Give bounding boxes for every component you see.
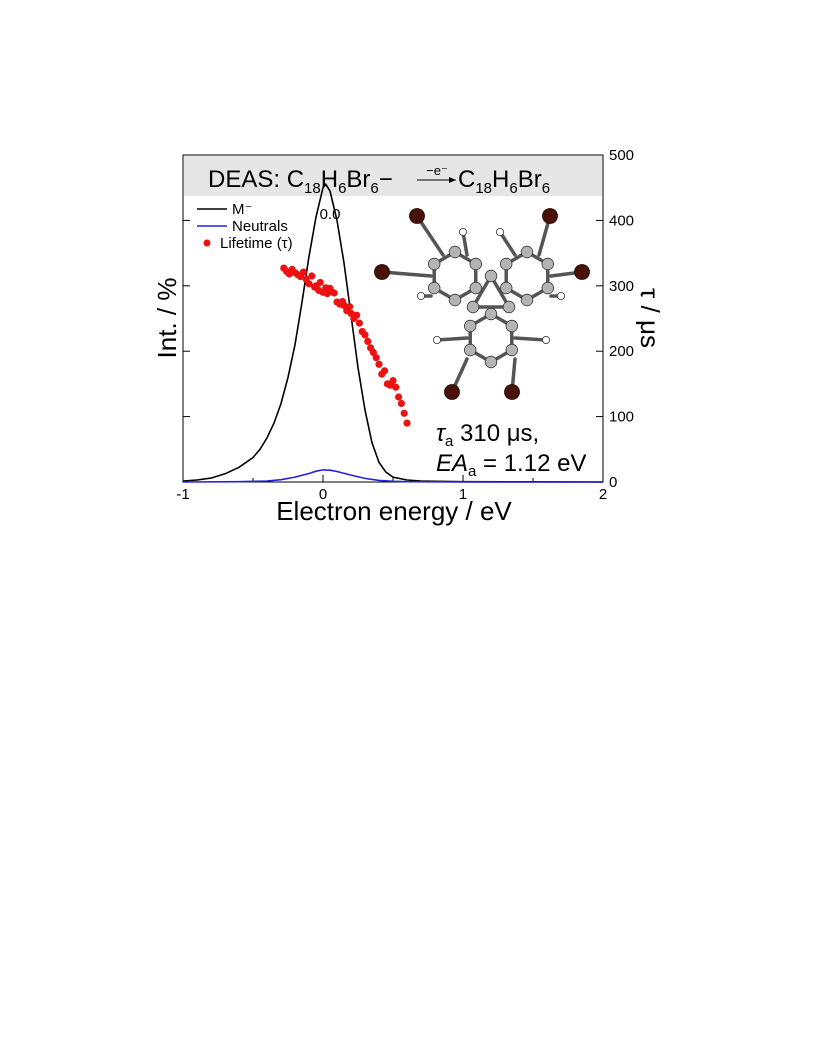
carbon-atom <box>469 257 482 271</box>
carbon-atom <box>500 257 513 271</box>
bromine-atom <box>504 384 520 400</box>
carbon-atom <box>464 319 477 333</box>
title-banner <box>184 156 602 196</box>
lifetime-point <box>355 319 363 327</box>
ea-annotation: EAa = 1.12 eV <box>436 450 586 480</box>
carbon-atom <box>428 257 441 271</box>
y-right-tick-label-4: 400 <box>609 212 634 229</box>
lifetime-point <box>346 303 354 311</box>
series-line-neutrals <box>182 469 603 483</box>
lifetime-point <box>361 331 369 339</box>
chart-title-product: C18H6Br6 <box>458 166 550 197</box>
lifetime-point <box>392 383 400 391</box>
carbon-atom <box>520 245 534 259</box>
x-tick-label-1: 0 <box>319 486 327 503</box>
tau-annotation: τa 310 μs, <box>436 420 539 450</box>
lifetime-point <box>330 289 338 297</box>
hydrogen-atom <box>432 335 441 344</box>
carbon-atom <box>484 355 498 369</box>
carbon-atom <box>500 281 513 295</box>
carbon-atom <box>541 257 554 271</box>
lifetime-point <box>375 360 383 368</box>
reaction-arrowhead <box>449 177 456 183</box>
carbon-atom <box>505 319 518 333</box>
x-tick-label-3: 2 <box>599 486 607 503</box>
molecule-bond <box>380 270 433 278</box>
plot-frame <box>182 154 604 483</box>
hydrogen-atom <box>557 291 566 300</box>
carbon-atom <box>520 293 534 307</box>
lifetime-point <box>364 337 372 345</box>
carbon-atom <box>448 245 462 259</box>
lifetime-point <box>395 393 403 401</box>
hydrogen-atom <box>458 227 467 236</box>
carbon-atom <box>448 293 462 307</box>
carbon-atom <box>502 300 516 314</box>
bromine-atom <box>542 208 558 224</box>
y-right-tick-label-2: 200 <box>609 343 634 360</box>
carbon-atom <box>541 281 554 295</box>
lifetime-point <box>316 278 324 287</box>
bromine-atom <box>409 208 425 224</box>
carbon-atom <box>428 281 441 295</box>
bromine-atom <box>574 264 590 280</box>
lifetime-point <box>389 377 397 385</box>
peak-label: 0.0 <box>320 206 341 223</box>
series-layer <box>182 183 604 483</box>
hydrogen-atom <box>495 227 504 236</box>
bromine-atom <box>374 264 390 280</box>
lifetime-point <box>299 268 307 276</box>
y-right-tick-label-3: 300 <box>609 278 634 295</box>
lifetime-point <box>372 354 380 362</box>
lifetime-point <box>308 272 316 280</box>
lifetime-point <box>381 367 389 375</box>
series-line-m-anion <box>182 183 604 483</box>
hydrogen-atom <box>416 291 425 300</box>
legend-label-lifetime: Lifetime (τ) <box>220 235 293 252</box>
lifetime-point <box>305 280 313 288</box>
carbon-atom <box>466 300 480 314</box>
lifetime-point <box>340 301 348 309</box>
legend-label-neutrals: Neutrals <box>232 218 288 235</box>
y-right-tick-label-0: 0 <box>609 474 617 491</box>
lifetime-point <box>400 409 408 417</box>
lifetime-point <box>397 399 405 408</box>
molecule-bond <box>498 230 517 257</box>
legend-label-m-anion: M⁻ <box>232 201 252 218</box>
carbon-atom <box>505 343 518 357</box>
hydrogen-atom <box>542 335 551 344</box>
lifetime-point <box>403 419 411 427</box>
carbon-atom <box>484 269 498 283</box>
bromine-atom <box>444 384 460 400</box>
y-right-tick-label-5: 500 <box>609 147 634 164</box>
lifetime-point <box>353 311 361 319</box>
y-right-tick-label-1: 100 <box>609 409 634 426</box>
y-axis-left-title: Int. / % <box>152 278 182 359</box>
legend: M⁻ Neutrals Lifetime (τ) <box>197 201 293 252</box>
x-tick-label-2: 1 <box>459 486 467 503</box>
carbon-atom <box>484 307 498 321</box>
carbon-atom <box>469 281 482 295</box>
arrow-label: −e⁻ <box>426 163 448 178</box>
molecule-illustration <box>374 208 590 400</box>
y-axis-right-title: τ / μs <box>635 288 665 348</box>
molecule-bond <box>513 336 548 342</box>
chart-title: DEAS: C18H6Br6− <box>208 166 393 197</box>
x-axis-title: Electron energy / eV <box>276 496 512 526</box>
carbon-atom <box>464 343 477 357</box>
legend-swatch-lifetime <box>203 239 211 247</box>
x-tick-label-0: -1 <box>176 486 189 503</box>
molecule-bond <box>435 336 469 342</box>
